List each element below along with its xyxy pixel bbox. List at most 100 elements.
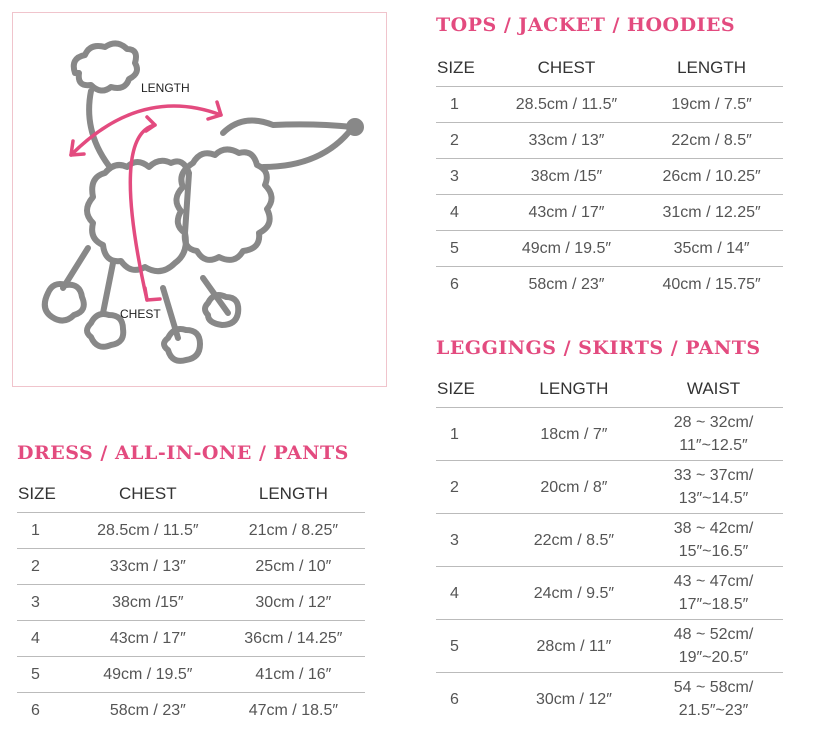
waist-cm: 38 ~ 42cm/ <box>673 520 754 537</box>
table-row: 1 18cm / 7″ 28 ~ 32cm/11″~12.5″ <box>436 407 783 461</box>
cell-size: 3 <box>436 513 504 567</box>
cell-chest: 49cm / 19.5″ <box>73 656 222 693</box>
waist-cm: 33 ~ 37cm/ <box>673 467 754 484</box>
cell-length: 35cm / 14″ <box>640 230 783 267</box>
cell-length: 18cm / 7″ <box>503 407 645 461</box>
cell-length: 47cm / 18.5″ <box>248 701 338 719</box>
table-row: 3 38cm /15″ 26cm / 10.25″ <box>436 158 783 195</box>
cell-size: 4 <box>436 194 493 231</box>
chest-arrow <box>128 123 157 302</box>
table-row: 4 24cm / 9.5″ 43 ~ 47cm/17″~18.5″ <box>436 566 783 620</box>
dress-size-table: SIZE CHEST LENGTH 1 28.5cm / 11.5″ 21cm / … <box>17 476 365 728</box>
table-row: 5 49cm / 19.5″ 35cm / 14″ <box>436 230 783 267</box>
length-label: LENGTH <box>141 81 190 95</box>
cell-length: 30cm / 12″ <box>221 584 365 621</box>
tail <box>86 88 112 169</box>
paw-pompoms <box>41 281 242 364</box>
table-row: 1 28.5cm / 11.5″ 19cm / 7.5″ <box>436 86 783 123</box>
tail-pompom <box>70 40 140 94</box>
table-row: 5 28cm / 11″ 48 ~ 52cm/19″~20.5″ <box>436 619 783 673</box>
cell-chest: 38cm /15″ <box>492 158 641 195</box>
waist-inch: 11″~12.5″ <box>679 437 748 454</box>
header-length: LENGTH <box>503 371 645 408</box>
cell-size: 2 <box>436 122 493 159</box>
cell-waist: 33 ~ 37cm/13″~14.5″ <box>644 460 783 514</box>
cell-chest: 33cm / 13″ <box>492 122 641 159</box>
waist-cm: 28 ~ 32cm/ <box>673 414 754 431</box>
cell-size: 2 <box>17 548 74 585</box>
cell-chest: 28.5cm / 11.5″ <box>492 86 641 123</box>
poodle-drawing: LENGTH CHEST <box>41 40 364 364</box>
header-chest: CHEST <box>492 50 641 87</box>
cell-length: 21cm / 8.25″ <box>221 512 365 549</box>
table-row: 1 28.5cm / 11.5″ 21cm / 8.25″ <box>17 512 365 549</box>
table-row: 4 43cm / 17″ 36cm / 14.25″ <box>17 620 365 657</box>
waist-cm: 54 ~ 58cm/ <box>673 679 754 696</box>
cell-waist: 54 ~ 58cm/21.5″~23″ <box>644 673 783 726</box>
cell-length: 25cm / 10″ <box>221 548 365 585</box>
cell-length: 31cm / 12.25″ <box>640 194 783 231</box>
cell-size: 1 <box>436 407 504 461</box>
table-header: SIZE LENGTH WAIST <box>436 371 783 408</box>
cell-length: 41cm / 16″ <box>221 656 365 693</box>
table-row: 4 43cm / 17″ 31cm / 12.25″ <box>436 194 783 231</box>
table-row: 6 58cm / 23″ 47cm / 18.5″ <box>17 693 365 729</box>
cell-chest: 43cm / 17″ <box>492 194 641 231</box>
cell-size: 3 <box>436 158 493 195</box>
cell-chest: 58cm / 23″ <box>528 275 605 293</box>
cell-length: 40cm / 15.75″ <box>662 275 761 293</box>
cell-length: 30cm / 12″ <box>535 690 612 708</box>
dress-title: DRESS / ALL-IN-ONE / PANTS <box>17 442 349 464</box>
header-length: LENGTH <box>221 476 365 513</box>
cell-length: 28cm / 11″ <box>503 619 645 673</box>
cell-size: 6 <box>31 701 40 719</box>
waist-inch: 21.5″~23″ <box>678 702 749 719</box>
cell-chest: 49cm / 19.5″ <box>492 230 641 267</box>
legs <box>60 245 231 341</box>
waist-inch: 19″~20.5″ <box>678 649 749 666</box>
cell-size: 3 <box>17 584 74 621</box>
table-row: 6 58cm / 23″ 40cm / 15.75″ <box>436 267 783 303</box>
table-row: 3 38cm /15″ 30cm / 12″ <box>17 584 365 621</box>
cell-size: 2 <box>436 460 504 514</box>
chest-label: CHEST <box>120 307 161 321</box>
table-header: SIZE CHEST LENGTH <box>436 50 783 87</box>
cell-waist: 48 ~ 52cm/19″~20.5″ <box>644 619 783 673</box>
cell-chest: 43cm / 17″ <box>73 620 222 657</box>
leggings-size-table: SIZE LENGTH WAIST 1 18cm / 7″ 28 ~ 32cm/11… <box>436 371 783 725</box>
cell-size: 5 <box>17 656 74 693</box>
cell-size: 4 <box>17 620 74 657</box>
tops-size-table: SIZE CHEST LENGTH 1 28.5cm / 11.5″ 19cm / … <box>436 50 783 302</box>
cell-size: 1 <box>17 512 74 549</box>
front-body <box>173 146 275 263</box>
cell-length: 26cm / 10.25″ <box>640 158 783 195</box>
head <box>220 117 356 170</box>
poodle-measurement-illustration: LENGTH CHEST <box>12 12 387 387</box>
cell-waist: 43 ~ 47cm/17″~18.5″ <box>644 566 783 620</box>
table-row: 3 22cm / 8.5″ 38 ~ 42cm/15″~16.5″ <box>436 513 783 567</box>
table-row: 2 20cm / 8″ 33 ~ 37cm/13″~14.5″ <box>436 460 783 514</box>
cell-length: 22cm / 8.5″ <box>503 513 645 567</box>
header-waist: WAIST <box>644 371 783 408</box>
length-arrow <box>69 104 223 157</box>
cell-size: 6 <box>450 690 459 708</box>
waist-cm: 48 ~ 52cm/ <box>673 626 754 643</box>
leggings-title: LEGGINGS / SKIRTS / PANTS <box>436 337 761 359</box>
chest-arrowhead-top <box>144 115 157 133</box>
table-row: 2 33cm / 13″ 25cm / 10″ <box>17 548 365 585</box>
waist-inch: 13″~14.5″ <box>678 490 749 507</box>
cell-length: 22cm / 8.5″ <box>640 122 783 159</box>
cell-length: 19cm / 7.5″ <box>640 86 783 123</box>
cell-length: 20cm / 8″ <box>503 460 645 514</box>
cell-chest: 28.5cm / 11.5″ <box>73 512 222 549</box>
cell-chest: 38cm /15″ <box>73 584 222 621</box>
header-length: LENGTH <box>640 50 783 87</box>
chest-arrowhead-bottom <box>143 286 162 302</box>
cell-chest: 33cm / 13″ <box>73 548 222 585</box>
cell-length: 36cm / 14.25″ <box>221 620 365 657</box>
nose <box>346 118 364 136</box>
cell-waist: 28 ~ 32cm/11″~12.5″ <box>644 407 783 461</box>
header-size: SIZE <box>17 476 74 513</box>
length-arrowhead-right <box>206 100 223 121</box>
cell-length: 24cm / 9.5″ <box>503 566 645 620</box>
